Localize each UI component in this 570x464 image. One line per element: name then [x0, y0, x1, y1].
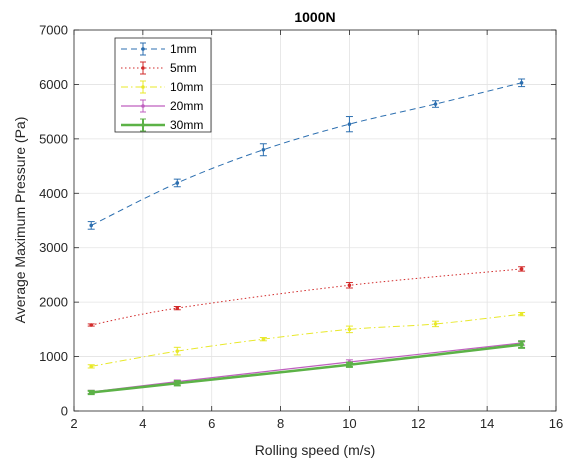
y-axis-label: Average Maximum Pressure (Pa) [12, 117, 28, 324]
data-point [261, 147, 266, 152]
x-tick-label: 8 [277, 416, 284, 431]
data-point [175, 349, 180, 353]
x-tick-label: 10 [342, 416, 356, 431]
legend-box [114, 37, 212, 133]
legend-label: 30mm [170, 118, 203, 132]
legend-marker [141, 66, 145, 70]
data-point [433, 322, 438, 326]
y-tick-label: 1000 [39, 349, 68, 364]
data-point [89, 364, 94, 369]
legend-entry-30mm: 30mm [121, 118, 203, 132]
series-1mm [87, 78, 526, 230]
y-tick-label: 6000 [39, 77, 68, 92]
data-point [433, 102, 438, 106]
data-point [174, 380, 180, 386]
legend-entry-1mm: 1mm [121, 42, 197, 56]
series-10mm [87, 311, 526, 369]
y-tick-label: 7000 [39, 23, 68, 38]
legend-marker [141, 85, 145, 89]
series-line [91, 313, 522, 367]
legend-entry-20mm: 20mm [121, 99, 203, 113]
data-point [347, 283, 352, 288]
chart-title: 1000N [294, 9, 335, 25]
plot-area-border [73, 29, 557, 412]
data-point [88, 390, 94, 395]
data-point [347, 362, 352, 368]
x-tick-label: 12 [411, 416, 425, 431]
data-point [261, 337, 266, 341]
legend-entry-10mm: 10mm [121, 80, 203, 94]
series-line [91, 343, 522, 394]
y-tick-label: 5000 [39, 131, 68, 146]
y-tick-label: 0 [61, 404, 68, 419]
legend-entry-5mm: 5mm [121, 61, 197, 75]
legend-label: 5mm [170, 61, 197, 75]
legend-label: 20mm [170, 99, 203, 113]
legend-label: 1mm [170, 42, 197, 56]
y-tick-label: 4000 [39, 186, 68, 201]
series-5mm [87, 266, 526, 327]
data-point [347, 122, 352, 126]
series-line [90, 82, 522, 226]
legend-marker [141, 104, 145, 108]
data-point [89, 323, 94, 327]
legend: 1mm 5mm 10mm 20mm 30mm [114, 37, 212, 133]
x-tick-label: 14 [480, 416, 494, 431]
x-tick-label: 2 [70, 416, 77, 431]
data-point [89, 223, 94, 228]
x-tick-label: 4 [139, 416, 146, 431]
data-point [519, 342, 524, 347]
axis-ticks: 2 4 6 8 10 12 14 16 0 1000 2000 3000 4000 5000 6000 700… [39, 23, 563, 432]
x-axis-label: Rolling speed (m/s) [255, 442, 376, 458]
legend-label: 10mm [170, 80, 203, 94]
data-point [175, 306, 180, 310]
data-point [519, 80, 524, 85]
data-point [519, 312, 524, 316]
data-series [87, 78, 526, 396]
series-30mm [87, 340, 526, 396]
legend-marker [141, 47, 145, 51]
y-tick-label: 2000 [39, 295, 68, 310]
data-point [347, 327, 352, 332]
x-tick-label: 16 [549, 416, 563, 431]
y-tick-label: 3000 [39, 240, 68, 255]
data-point [175, 181, 180, 185]
legend-marker [141, 123, 145, 127]
x-tick-label: 6 [208, 416, 215, 431]
data-point [519, 267, 524, 271]
